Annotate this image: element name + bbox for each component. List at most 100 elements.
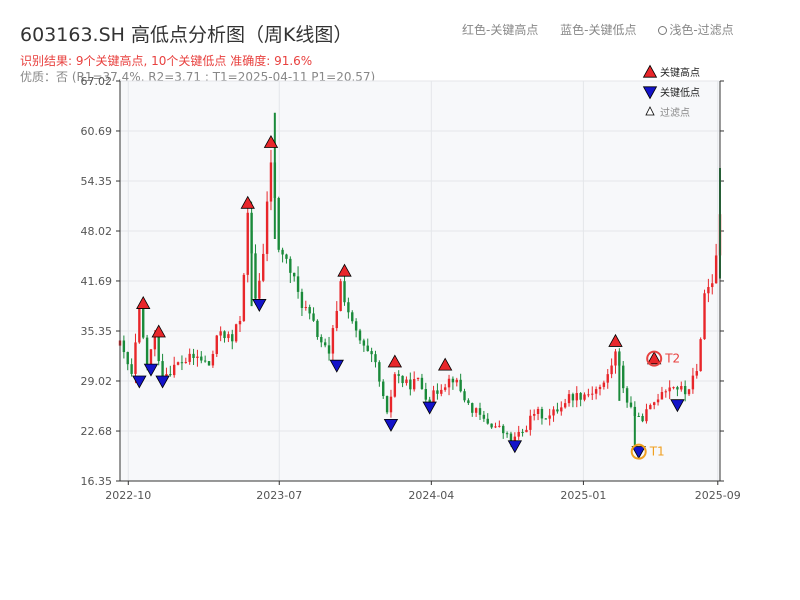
candle-body <box>587 394 590 396</box>
key-high-marker <box>647 351 662 365</box>
key-low-marker <box>143 363 159 377</box>
candle-body <box>130 364 133 374</box>
candle-body <box>656 399 660 403</box>
candle-body <box>575 393 578 401</box>
candle-body <box>652 402 656 406</box>
annotation-label: T2 <box>664 352 680 366</box>
candle-body <box>529 415 532 430</box>
candle-body <box>122 340 126 353</box>
key-high-marker <box>337 263 352 277</box>
candle-body <box>699 339 702 372</box>
annotation-label: T1 <box>649 445 665 459</box>
candle-body <box>676 387 679 390</box>
candle-body <box>331 328 335 354</box>
candle-body <box>591 393 594 395</box>
candle-body <box>668 387 671 392</box>
candle-body <box>521 431 524 433</box>
candle-body <box>502 425 505 434</box>
candle-body <box>389 396 393 413</box>
candle-body <box>366 345 369 352</box>
candle-body <box>556 409 559 412</box>
candle-body <box>416 377 420 380</box>
candle-body <box>215 335 218 354</box>
y-tick-label: 35.35 <box>81 325 113 338</box>
candle-body <box>532 413 536 416</box>
candle-body <box>412 379 416 390</box>
x-tick-label: 2023-07 <box>256 489 302 502</box>
candle-body <box>598 386 602 390</box>
page-title: 603163.SH 高低点分析图（周K线图） <box>20 24 353 46</box>
candle-body <box>335 310 338 329</box>
candle-body <box>180 362 184 364</box>
legend-low-text: 蓝色-关键低点 <box>560 23 637 37</box>
legend-high-icon <box>642 64 658 78</box>
candle-body <box>680 386 683 390</box>
candle-body <box>695 371 698 376</box>
candle-body <box>316 320 319 337</box>
candle-body <box>505 433 509 435</box>
key-high-marker <box>608 333 623 347</box>
top-legend: 红色-关键高点 蓝色-关键低点 浅色-过滤点 <box>462 21 752 38</box>
candle-body <box>459 379 462 392</box>
key-low-marker <box>507 440 523 454</box>
candle-body <box>378 362 381 382</box>
candle-body <box>145 337 149 367</box>
candle-body <box>339 281 342 311</box>
candle-body <box>614 351 617 366</box>
key-low-marker <box>670 399 685 413</box>
key-high-marker <box>387 354 403 368</box>
candle-body <box>176 362 180 365</box>
candle-body <box>219 331 222 336</box>
y-tick-label: 16.35 <box>81 475 113 488</box>
candle-body <box>649 405 652 410</box>
y-tick-label: 54.35 <box>81 175 113 188</box>
candle-body <box>443 387 447 390</box>
candle-body <box>238 320 242 325</box>
candle-body <box>397 374 400 376</box>
candle-body <box>258 280 261 299</box>
candle-body <box>157 334 160 362</box>
legend-high-text: 红色-关键高点 <box>462 23 539 37</box>
candle-body <box>513 436 517 442</box>
candle-body <box>486 418 489 424</box>
candle-body <box>358 330 362 341</box>
candle-body <box>571 394 575 401</box>
candle-body <box>672 387 675 389</box>
candle-body <box>420 377 424 390</box>
candle-body <box>579 393 582 400</box>
candle-body <box>296 276 300 292</box>
circle-icon <box>658 26 668 35</box>
candle-body <box>161 361 164 379</box>
candle-body <box>482 414 486 419</box>
candle-body <box>606 374 609 383</box>
x-tick-label: 2024-04 <box>408 489 454 502</box>
candle-body <box>645 409 648 422</box>
candle-body <box>691 375 695 390</box>
candle-body <box>517 431 520 437</box>
key-low-marker <box>155 375 170 389</box>
annotation-circle <box>646 350 663 367</box>
x-tick-label: 2025-01 <box>560 489 606 502</box>
key-high-marker <box>263 134 279 148</box>
y-tick-label: 22.68 <box>81 425 113 438</box>
x-tick-label: 2025-09 <box>695 489 741 502</box>
candle-body <box>440 389 443 394</box>
candle-body <box>536 408 540 414</box>
key-high-marker <box>240 195 255 209</box>
legend-low-icon <box>642 86 658 100</box>
legend-entry: 关键低点 <box>660 86 700 99</box>
candle-body <box>567 394 571 404</box>
candle-body <box>343 281 346 303</box>
candle-body <box>308 307 311 314</box>
candle-body <box>351 312 354 322</box>
legend-entry: 关键高点 <box>660 66 700 79</box>
candle-body <box>544 418 548 420</box>
candle-body <box>451 378 455 383</box>
candle-body <box>467 400 470 404</box>
candle-body <box>254 253 257 299</box>
legend-filtered-text: 浅色-过滤点 <box>658 23 734 37</box>
candle-body <box>641 415 644 422</box>
candle-body <box>540 408 544 419</box>
key-low-marker <box>329 359 344 373</box>
candle-body <box>292 272 296 277</box>
